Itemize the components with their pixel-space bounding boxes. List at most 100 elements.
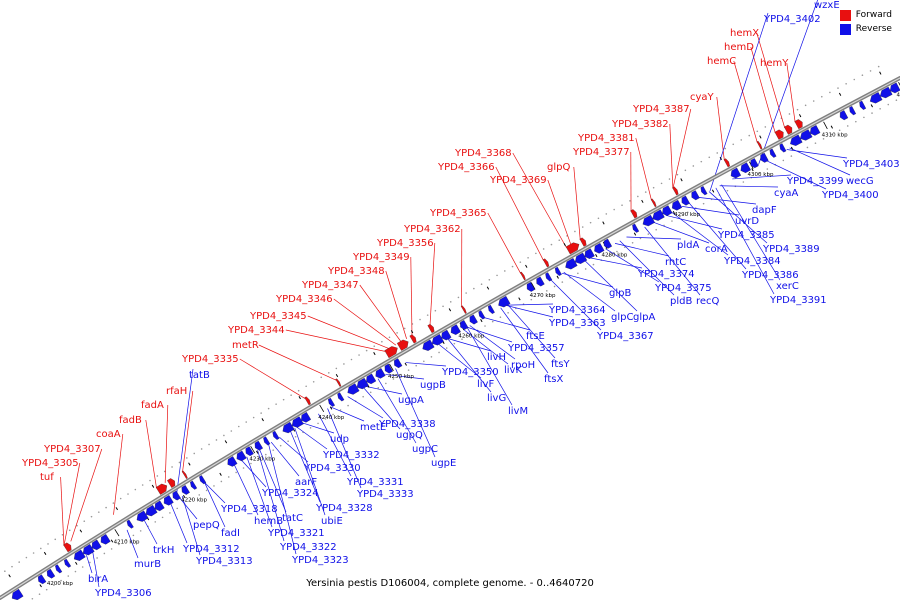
- reverse-gene-label: YPD4_3375: [654, 283, 712, 294]
- guide-dot: [373, 345, 376, 347]
- reverse-leader: [698, 197, 757, 205]
- reverse-gene: [384, 363, 393, 374]
- guide-dot: [149, 479, 151, 482]
- scale-tick-label: 4270 kbp: [530, 293, 556, 299]
- forward-leader: [164, 404, 169, 483]
- reverse-gene: [356, 377, 369, 390]
- guide-dot: [461, 338, 463, 341]
- reverse-leader: [505, 304, 554, 318]
- guide-dot: [449, 301, 452, 303]
- reverse-leader: [170, 502, 188, 544]
- scale-tick-label: 4220 kbp: [181, 498, 207, 504]
- forward-leader: [635, 137, 652, 201]
- guide-dot: [668, 178, 671, 180]
- guide-dot: [250, 462, 252, 465]
- guide-dot: [442, 305, 444, 308]
- guide-dot: [312, 380, 315, 383]
- reverse-gene: [126, 519, 134, 529]
- reverse-gene-label: YPD4_3333: [356, 489, 414, 500]
- reverse-leader: [614, 243, 670, 257]
- reverse-leader: [786, 149, 848, 159]
- guide-dot: [829, 91, 831, 94]
- guide-dot: [423, 360, 425, 363]
- guide-dot: [388, 336, 391, 339]
- guide-dot: [788, 113, 791, 115]
- reverse-leader: [246, 456, 273, 528]
- guide-dot: [748, 134, 751, 137]
- guide-dot: [702, 202, 705, 205]
- guide-dot: [96, 557, 98, 559]
- guide-dot: [613, 208, 615, 211]
- reverse-gene: [199, 475, 207, 485]
- guide-dot: [639, 237, 642, 240]
- forward-gene: [519, 271, 526, 281]
- marker-tick: [75, 561, 78, 565]
- guide-dot: [499, 316, 502, 318]
- guide-dot: [362, 395, 364, 398]
- guide-dot: [282, 398, 285, 401]
- reverse-gene-label: trkH: [153, 545, 174, 556]
- guide-dot: [25, 556, 28, 559]
- guide-dot: [272, 449, 275, 451]
- forward-gene: [774, 129, 784, 140]
- guide-dot: [732, 143, 735, 146]
- guide-dot: [621, 204, 623, 206]
- reverse-gene: [469, 314, 478, 325]
- guide-dot: [465, 292, 467, 294]
- reverse-gene: [63, 558, 72, 568]
- guide-dot: [264, 453, 267, 456]
- guide-dot: [327, 372, 330, 374]
- forward-gene-label: YPD4_3368: [454, 148, 512, 159]
- reverse-gene: [632, 223, 640, 233]
- reverse-leader: [302, 422, 335, 434]
- guide-dot: [208, 443, 210, 446]
- reverse-gene-label: YPD4_3391: [769, 295, 827, 306]
- scale-tick: [250, 446, 256, 454]
- reverse-leader: [466, 326, 513, 343]
- reverse-leader: [561, 272, 614, 288]
- forward-gene-label: YPD4_3307: [43, 444, 101, 455]
- reverse-gene-label: tatB: [189, 370, 210, 381]
- guide-dot: [215, 439, 218, 441]
- guide-dot: [163, 470, 166, 473]
- reverse-gene-label: pldB: [670, 296, 692, 307]
- reverse-gene: [272, 430, 280, 440]
- guide-dot: [869, 70, 872, 72]
- guide-dot: [716, 152, 719, 154]
- guide-dot: [538, 294, 540, 297]
- reverse-gene: [662, 205, 673, 216]
- reverse-gene-label: hemB: [254, 516, 283, 527]
- reverse-gene-label: ugpA: [398, 395, 424, 406]
- guide-dot: [67, 575, 70, 577]
- reverse-gene: [740, 162, 751, 173]
- reverse-leader: [175, 368, 194, 500]
- reverse-gene-label: ubiE: [321, 516, 343, 527]
- guide-dot: [491, 320, 494, 323]
- reverse-leader: [318, 413, 352, 477]
- forward-gene: [396, 339, 409, 351]
- reverse-leader: [719, 185, 779, 188]
- forward-leader: [672, 108, 692, 189]
- reverse-gene: [545, 272, 553, 282]
- guide-dot: [655, 228, 657, 231]
- marker-tick: [39, 584, 42, 588]
- reverse-gene-label: YPD4_3402: [763, 14, 821, 25]
- reverse-gene-label: uvrD: [735, 216, 759, 227]
- forward-gene-label: YPD4_3377: [572, 147, 630, 158]
- reverse-gene: [450, 324, 461, 335]
- reverse-gene-label: YPD4_3363: [548, 318, 606, 329]
- reverse-gene: [337, 392, 345, 402]
- reverse-gene: [839, 110, 849, 121]
- guide-dot: [317, 422, 319, 425]
- reverse-gene: [181, 485, 190, 495]
- marker-tick: [486, 286, 490, 290]
- reverse-leader: [377, 378, 417, 444]
- guide-dot: [47, 543, 49, 545]
- reverse-leader: [447, 338, 492, 352]
- reverse-gene: [245, 446, 254, 457]
- guide-dot: [118, 543, 120, 546]
- reverse-gene-label: tatC: [282, 513, 303, 524]
- guide-dot: [519, 261, 522, 263]
- reverse-gene-label: YPD4_3374: [637, 269, 695, 280]
- forward-leader: [385, 270, 407, 339]
